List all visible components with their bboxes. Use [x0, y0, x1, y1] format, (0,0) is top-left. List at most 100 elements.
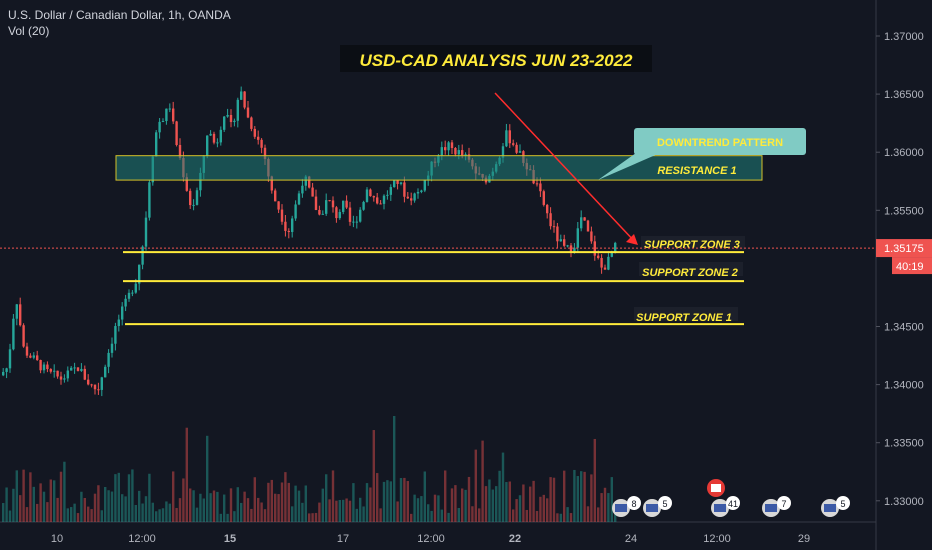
- volume-bar: [338, 499, 341, 522]
- volume-bar: [246, 498, 250, 522]
- volume-bar: [161, 508, 165, 522]
- volume-bar: [376, 473, 379, 522]
- candle: [331, 200, 335, 208]
- candle: [297, 193, 301, 205]
- candle: [569, 245, 573, 253]
- candle: [539, 183, 542, 192]
- candlestick-series: [2, 86, 617, 397]
- x-tick-label: 24: [625, 533, 637, 545]
- volume-bar: [192, 490, 195, 522]
- candle: [386, 194, 389, 196]
- event-count-badge: [836, 496, 850, 510]
- candle: [304, 176, 307, 186]
- support-label-bg: [634, 307, 738, 321]
- candle: [87, 379, 90, 385]
- candle: [168, 108, 171, 110]
- volume-bar: [365, 483, 369, 522]
- x-tick-label: 22: [509, 533, 521, 545]
- volume-bar: [563, 470, 566, 522]
- candle: [229, 114, 233, 123]
- candle: [559, 239, 562, 242]
- volume-bar: [410, 513, 413, 522]
- candle: [141, 246, 144, 265]
- candle: [73, 367, 76, 369]
- candle: [189, 190, 192, 206]
- y-tick-label: 1.34500: [884, 322, 924, 334]
- candle: [19, 304, 22, 326]
- volume-bar: [304, 485, 307, 522]
- candle: [338, 211, 341, 219]
- volume-bar: [66, 508, 69, 522]
- volume-bar: [321, 488, 324, 522]
- volume-bar: [586, 506, 590, 522]
- candle: [461, 150, 464, 156]
- y-tick-label: 1.34000: [884, 380, 924, 392]
- volume-bar: [263, 509, 267, 522]
- candle: [257, 136, 260, 140]
- candle: [597, 255, 600, 259]
- volume-bar: [189, 488, 192, 522]
- volume-bar: [610, 477, 613, 522]
- candle: [318, 209, 321, 215]
- volume-bar: [525, 509, 528, 522]
- volume-bar: [141, 503, 144, 522]
- y-tick-label: 1.35500: [884, 205, 924, 217]
- volume-bar: [121, 494, 124, 522]
- volume-bar: [474, 449, 477, 522]
- volume-bar: [583, 471, 586, 522]
- resistance-zone: [115, 155, 763, 181]
- volume-bar: [512, 509, 515, 522]
- volume-bar: [100, 510, 103, 522]
- candle: [413, 193, 416, 201]
- volume-bar: [515, 499, 518, 522]
- candle: [131, 292, 134, 294]
- volume-bar: [597, 507, 600, 522]
- event-flag-icon: [711, 484, 721, 492]
- candle: [90, 384, 93, 386]
- candle: [325, 200, 328, 214]
- volume-bar: [253, 477, 256, 522]
- volume-bar: [491, 489, 494, 522]
- volume-bar: [464, 489, 467, 522]
- x-tick-label: 17: [337, 533, 349, 545]
- volume-bar: [32, 486, 35, 522]
- candle: [556, 226, 559, 242]
- volume-bar: [226, 513, 229, 522]
- candle: [416, 191, 420, 194]
- candle: [246, 107, 250, 118]
- volume-bar: [175, 507, 178, 522]
- candle: [97, 389, 100, 391]
- candle: [501, 146, 505, 158]
- callout-text: DOWNTREND PATTERN: [657, 137, 783, 149]
- volume-bar: [580, 471, 583, 522]
- candle: [93, 384, 97, 390]
- volume-bar: [406, 481, 409, 522]
- volume-bar: [2, 503, 5, 522]
- candle: [362, 201, 365, 210]
- volume-bar: [467, 476, 471, 522]
- x-tick-label: 10: [51, 533, 63, 545]
- last-price-label: 1.35175: [884, 243, 924, 255]
- event-count: 7: [781, 499, 786, 509]
- candle: [107, 352, 110, 367]
- volume-bar: [294, 485, 297, 522]
- volume-bar: [172, 471, 175, 522]
- volume-bar: [552, 477, 556, 522]
- event-count: 41: [728, 499, 738, 509]
- candle: [2, 371, 5, 376]
- candle: [515, 144, 518, 153]
- volume-bar: [73, 503, 76, 522]
- resistance-label: RESISTANCE 1: [657, 165, 736, 177]
- volume-bar: [49, 479, 52, 522]
- volume-bar: [287, 482, 290, 522]
- candle: [274, 190, 277, 202]
- volume-bar: [59, 471, 63, 522]
- candle: [335, 207, 338, 219]
- volume-bar: [93, 493, 97, 522]
- y-tick-label: 1.33500: [884, 438, 924, 450]
- candle: [423, 179, 426, 191]
- volume-bar: [107, 490, 110, 522]
- volume-bar: [444, 470, 447, 522]
